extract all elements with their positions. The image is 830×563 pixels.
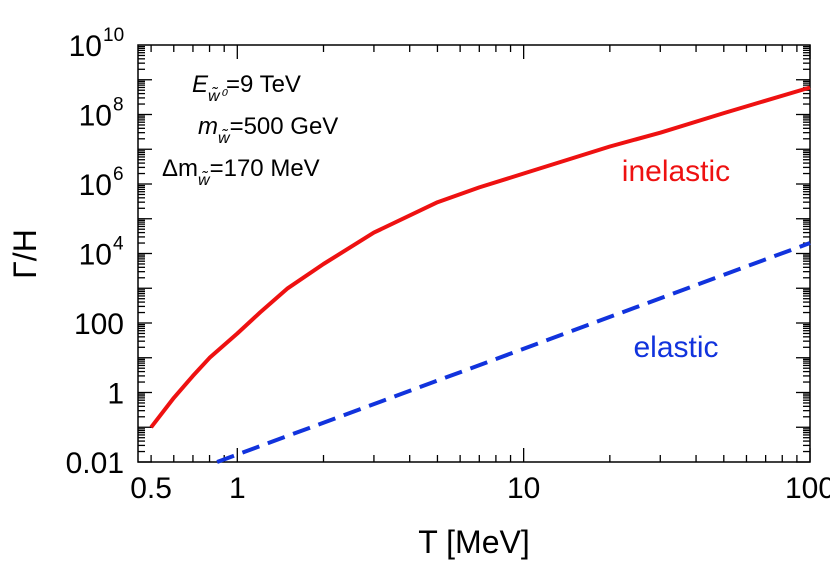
y-tick-exponent: 4 <box>113 234 124 255</box>
series-label-inelastic: inelastic <box>622 155 730 188</box>
y-tick-label: 10 <box>79 239 112 272</box>
y-tick-exponent: 10 <box>103 25 124 46</box>
annotation-line: Ew̃⁰=9 TeV <box>192 71 301 105</box>
series-label-elastic: elastic <box>633 331 718 364</box>
y-tick-label: 10 <box>79 169 112 202</box>
plot-frame <box>137 44 811 463</box>
y-tick-label: 0.01 <box>66 447 124 480</box>
annotation-line: Δmw̃=170 MeV <box>162 155 320 189</box>
series-layer <box>149 85 811 464</box>
y-tick-label: 100 <box>74 308 124 341</box>
series-line-inelastic <box>149 85 811 429</box>
axis-ticks <box>138 45 811 463</box>
x-tick-label: 10 <box>507 472 540 505</box>
y-tick-label: 10 <box>69 30 102 63</box>
series-line-elastic <box>216 241 811 464</box>
x-axis-title: T [MeV] <box>418 524 529 560</box>
y-tick-exponent: 8 <box>113 95 124 116</box>
y-tick-label: 10 <box>79 100 112 133</box>
y-axis-title: Γ/H <box>7 229 43 279</box>
x-tick-label: 1 <box>229 472 246 505</box>
x-tick-label: 100 <box>785 472 830 505</box>
y-tick-label: 1 <box>107 378 124 411</box>
annotation-block: Ew̃⁰=9 TeV mw̃=500 GeV Δmw̃=170 MeV <box>162 71 338 189</box>
annotation-line: mw̃=500 GeV <box>198 113 338 147</box>
x-tick-label: 0.5 <box>130 472 172 505</box>
y-tick-exponent: 6 <box>113 164 124 185</box>
